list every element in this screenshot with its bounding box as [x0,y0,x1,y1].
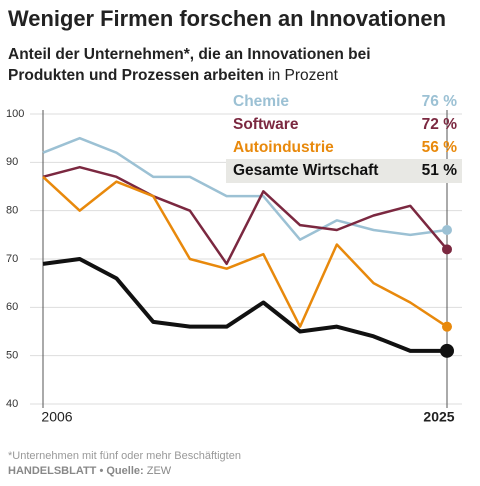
source-publisher: HANDELSBLATT • [8,465,103,477]
legend-highlight [226,159,462,183]
chart-title: Weniger Firmen forschen an Innovationen [8,6,446,31]
subtitle-unit: in Prozent [268,67,338,84]
end-marker [442,225,452,235]
y-tick-label: 50 [6,350,18,362]
x-tick-label: 2025 [423,409,454,425]
legend-value: 72 % [422,116,458,133]
subtitle-line: Produkten und Prozessen arbeiten [8,67,264,84]
series-line [42,136,448,241]
y-tick-label: 70 [6,253,18,265]
source-label: Quelle: [106,465,143,477]
y-tick-label: 60 [6,301,18,313]
legend-label: Autoindustrie [233,139,334,156]
y-tick-label: 40 [6,398,18,410]
legend-label: Software [233,116,299,133]
series-line [42,175,448,328]
end-marker [442,244,452,255]
series-line [42,165,448,266]
legend-value: 76 % [422,93,458,110]
y-tick-label: 80 [6,205,18,217]
subtitle: Anteil der Unternehmen*, die an Innovati… [8,46,371,63]
x-tick-label: 2006 [41,409,72,425]
end-marker [440,343,454,358]
subtitle: Produkten und Prozessen arbeiten in Proz… [8,67,339,84]
legend-value: 56 % [422,139,458,156]
source-name: ZEW [147,465,172,477]
legend-label: Gesamte Wirtschaft [233,162,378,179]
footnote: *Unternehmen mit fünf oder mehr Beschäft… [8,450,241,462]
legend-label: Chemie [233,93,289,110]
y-tick-label: 90 [6,156,18,168]
legend-value: 51 % [422,162,458,179]
y-tick-label: 100 [6,108,24,120]
end-marker [442,321,452,332]
source: HANDELSBLATT • Quelle: ZEW [8,465,172,477]
series-line [42,257,447,353]
